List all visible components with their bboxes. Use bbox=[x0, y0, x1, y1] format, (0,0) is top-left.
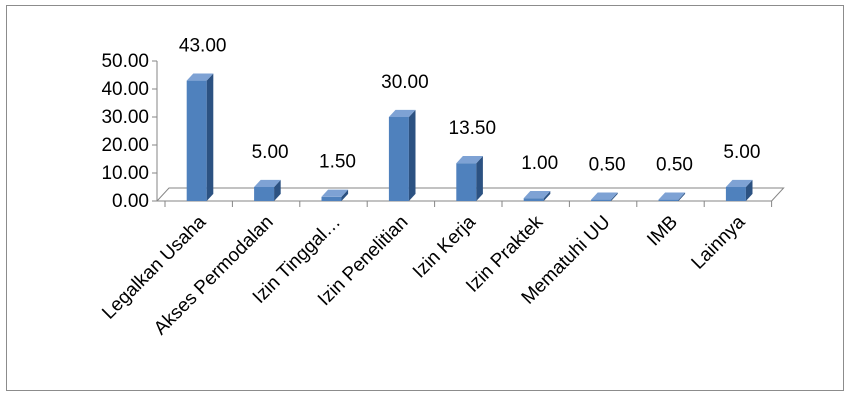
bar-izin-penelitian bbox=[389, 110, 416, 201]
bar-lainnya bbox=[726, 180, 753, 201]
bar-side bbox=[409, 110, 416, 201]
bar-legalkan-usaha bbox=[187, 73, 214, 201]
bar-front bbox=[524, 198, 544, 201]
data-label: 1.50 bbox=[319, 152, 356, 173]
bar-front bbox=[389, 117, 409, 201]
bar-chart: 0.0010.0020.0030.0040.0050.0043.00Legalk… bbox=[7, 6, 845, 392]
data-label: 5.00 bbox=[723, 142, 760, 163]
bar-front bbox=[456, 163, 476, 201]
bar-akses-permodalan bbox=[254, 180, 281, 201]
y-tick-label: 30.00 bbox=[101, 107, 149, 128]
data-label: 30.00 bbox=[381, 72, 429, 93]
x-tick-label: Lainnya bbox=[688, 211, 750, 273]
data-label: 43.00 bbox=[179, 35, 227, 56]
x-tick-label: IMB bbox=[643, 212, 682, 251]
data-label: 1.00 bbox=[521, 153, 558, 174]
bar-front bbox=[187, 81, 207, 201]
data-label: 13.50 bbox=[449, 118, 497, 139]
y-tick-label: 10.00 bbox=[101, 163, 149, 184]
x-tick-label: Akses Permodalan bbox=[150, 212, 278, 340]
bar-front bbox=[726, 187, 746, 201]
bar-front bbox=[322, 197, 342, 201]
data-label: 0.50 bbox=[656, 154, 693, 175]
bar-front bbox=[254, 187, 274, 201]
bar-side bbox=[207, 73, 214, 201]
chart-frame: 0.00 10.00 20.00 30.00 40.00 50.00 43.00 Legalk… bbox=[6, 5, 844, 391]
data-label: 0.50 bbox=[589, 154, 626, 175]
data-label: 5.00 bbox=[252, 142, 289, 163]
y-tick-label: 40.00 bbox=[101, 79, 149, 100]
bar-front bbox=[659, 200, 679, 201]
bar-izin-kerja bbox=[456, 156, 483, 201]
y-tick-label: 0.00 bbox=[112, 191, 149, 212]
bar-side bbox=[476, 156, 483, 201]
y-tick-label: 20.00 bbox=[101, 135, 149, 156]
bar-front bbox=[591, 200, 611, 201]
x-tick-label: Izin Kerja bbox=[409, 211, 480, 282]
y-tick-label: 50.00 bbox=[101, 51, 149, 72]
